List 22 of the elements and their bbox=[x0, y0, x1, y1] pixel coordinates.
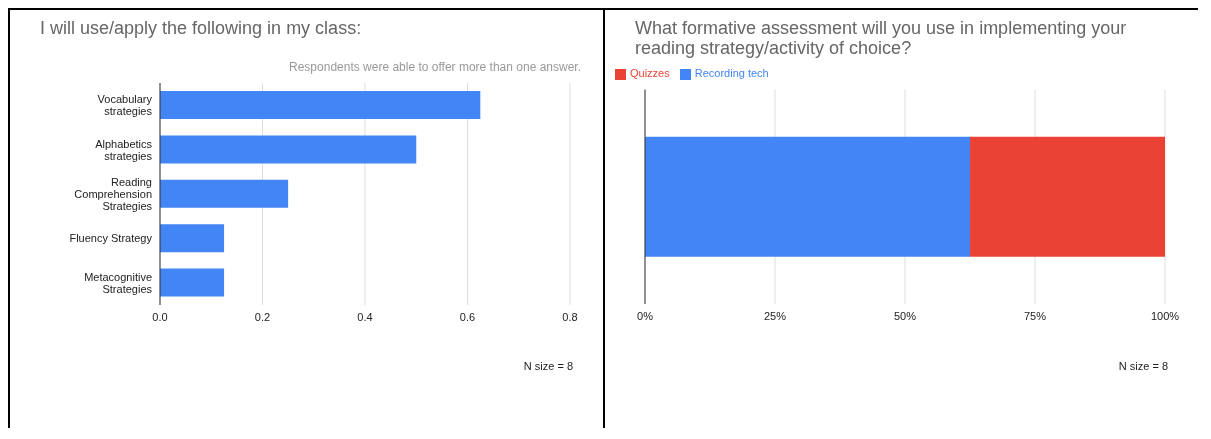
x-tick-label: 0.0 bbox=[152, 310, 168, 323]
x-tick-label: 50% bbox=[893, 309, 917, 322]
chart-title: What formative assessment will you use in implementing your reading strategy/activity of choice? bbox=[635, 18, 1128, 58]
y-tick-label: Alphabetics strategies bbox=[95, 137, 153, 162]
legend-label: Recording tech bbox=[694, 67, 769, 79]
text: N size = 8 bbox=[523, 360, 573, 372]
y-tick-label: Fluency Strategy bbox=[69, 232, 153, 245]
x-tick-label: 75% bbox=[1023, 309, 1047, 322]
text: N size = 8 bbox=[1118, 360, 1168, 372]
y-tick-label: Reading Comprehension Strategies bbox=[74, 176, 153, 212]
x-tick-label: 0.4 bbox=[357, 310, 373, 323]
x-tick-label: 25% bbox=[763, 309, 787, 322]
x-tick-label: 0.2 bbox=[254, 310, 271, 323]
x-tick-label: 0.6 bbox=[459, 310, 476, 323]
x-tick-label: 0% bbox=[637, 309, 654, 322]
x-tick-label: 0.8 bbox=[562, 310, 578, 323]
y-tick-label: Metacognitive Strategies bbox=[84, 270, 153, 295]
legend-label: Quizzes bbox=[630, 67, 670, 79]
y-tick-label: Vocabulary strategies bbox=[97, 93, 153, 118]
chart-subtitle: Respondents were able to offer more than one answer. bbox=[289, 60, 581, 74]
x-tick-label: 100% bbox=[1150, 309, 1180, 322]
chart-title: I will use/apply the following in my class: bbox=[40, 18, 363, 38]
